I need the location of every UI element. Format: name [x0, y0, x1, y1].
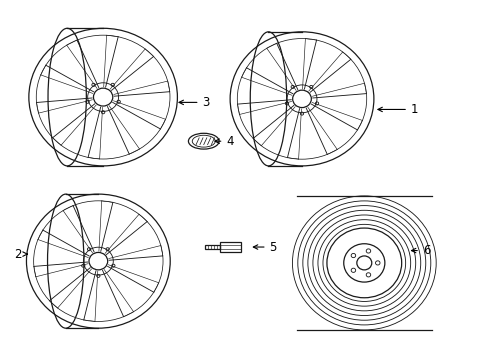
Text: 1: 1	[377, 103, 418, 116]
Bar	[205, 245, 219, 249]
Text: 2: 2	[14, 248, 27, 261]
Bar	[219, 242, 240, 252]
Text: 3: 3	[179, 96, 209, 109]
Text: 5: 5	[253, 240, 276, 253]
Text: 6: 6	[410, 244, 429, 257]
Text: 4: 4	[215, 135, 233, 148]
